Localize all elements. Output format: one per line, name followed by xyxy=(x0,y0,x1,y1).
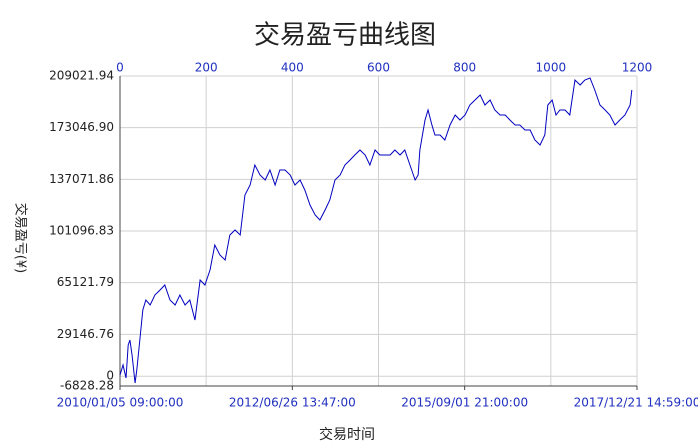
x-top-tick-label: 800 xyxy=(453,61,476,75)
data-line xyxy=(119,77,633,384)
y-tick-label: 65121.79 xyxy=(57,275,114,289)
y-tick-label: 209021.94 xyxy=(49,69,114,83)
y-tick-label: 101096.83 xyxy=(49,224,114,238)
x-top-tick-label: 0 xyxy=(116,61,124,75)
x-top-tick-label: 400 xyxy=(281,61,304,75)
y-tick-label: 29146.76 xyxy=(57,327,114,341)
x-tick-label: 2012/06/26 13:47:00 xyxy=(229,396,356,410)
y-tick-label: 137071.86 xyxy=(49,172,114,186)
y-axis-label: 交易盈亏(¥) xyxy=(13,203,29,273)
x-top-tick-label: 200 xyxy=(195,61,218,75)
y-tick-label: -6828.28 xyxy=(60,379,114,393)
x-top-tick-label: 1200 xyxy=(622,61,653,75)
x-top-tick-label: 600 xyxy=(367,61,390,75)
x-tick-label: 2010/01/05 09:00:00 xyxy=(57,396,184,410)
x-tick-label: 2015/09/01 21:00:00 xyxy=(401,396,528,410)
x-axis-label: 交易时间 xyxy=(319,426,375,443)
x-tick-label: 2017/12/21 14:59:00 xyxy=(574,396,698,410)
x-top-tick-label: 1000 xyxy=(536,61,567,75)
chart-title: 交易盈亏曲线图 xyxy=(254,21,436,51)
y-tick-label: 173046.90 xyxy=(49,120,114,134)
y-tick-label: 0 xyxy=(106,369,114,383)
